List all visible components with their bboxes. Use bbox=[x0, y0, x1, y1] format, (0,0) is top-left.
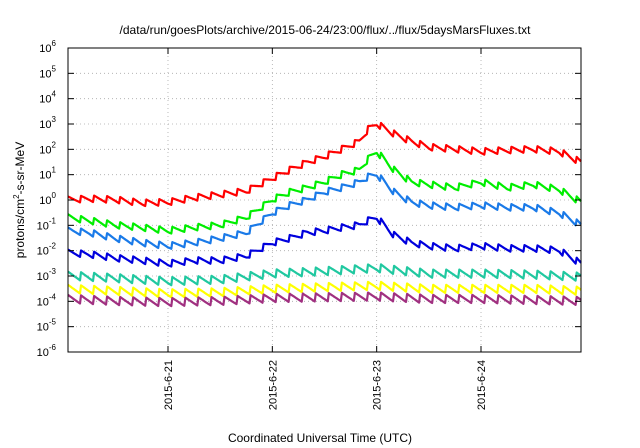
y-axis-ticks: 10-6 10-5 10-4 10-3 10-2 10-1 100 101 102 103 104 1… bbox=[37, 39, 581, 359]
y-tick-label: 103 bbox=[39, 115, 56, 131]
y-tick-label: 10-1 bbox=[37, 216, 57, 232]
series-layer bbox=[67, 121, 582, 308]
x-tick-label: 2015-6-22 bbox=[267, 360, 279, 410]
series-line-3 bbox=[67, 172, 582, 250]
x-tick-label: 2015-6-24 bbox=[476, 360, 488, 410]
series-line-1 bbox=[67, 121, 582, 208]
series-line-6 bbox=[67, 280, 582, 299]
x-tick-label: 2015-6-23 bbox=[372, 360, 384, 410]
x-axis-ticks: 2015-6-21 2015-6-22 2015-6-23 2015-6-24 bbox=[163, 48, 488, 410]
y-tick-label: 10-2 bbox=[37, 242, 57, 258]
y-tick-label: 104 bbox=[39, 90, 56, 106]
y-tick-label: 106 bbox=[39, 39, 56, 55]
series-line-2 bbox=[67, 151, 582, 235]
series-line-4 bbox=[67, 216, 582, 268]
y-tick-label: 10-6 bbox=[37, 343, 57, 359]
y-tick-label: 10-5 bbox=[37, 318, 57, 334]
y-tick-label: 102 bbox=[39, 140, 56, 156]
series-line-5 bbox=[67, 263, 582, 287]
y-tick-label: 105 bbox=[39, 64, 56, 80]
y-tick-label: 10-3 bbox=[37, 267, 57, 283]
y-tick-label: 100 bbox=[39, 191, 56, 207]
y-tick-label: 10-4 bbox=[37, 292, 57, 308]
grid bbox=[68, 48, 581, 352]
series-line-7 bbox=[67, 291, 582, 308]
y-axis-label: protons/cm2-s-sr-MeV bbox=[12, 142, 27, 258]
chart-title: /data/run/goesPlots/archive/2015-06-24/2… bbox=[120, 23, 532, 37]
y-tick-label: 101 bbox=[39, 166, 56, 182]
x-tick-label: 2015-6-21 bbox=[163, 360, 175, 410]
x-axis-label: Coordinated Universal Time (UTC) bbox=[228, 431, 412, 445]
